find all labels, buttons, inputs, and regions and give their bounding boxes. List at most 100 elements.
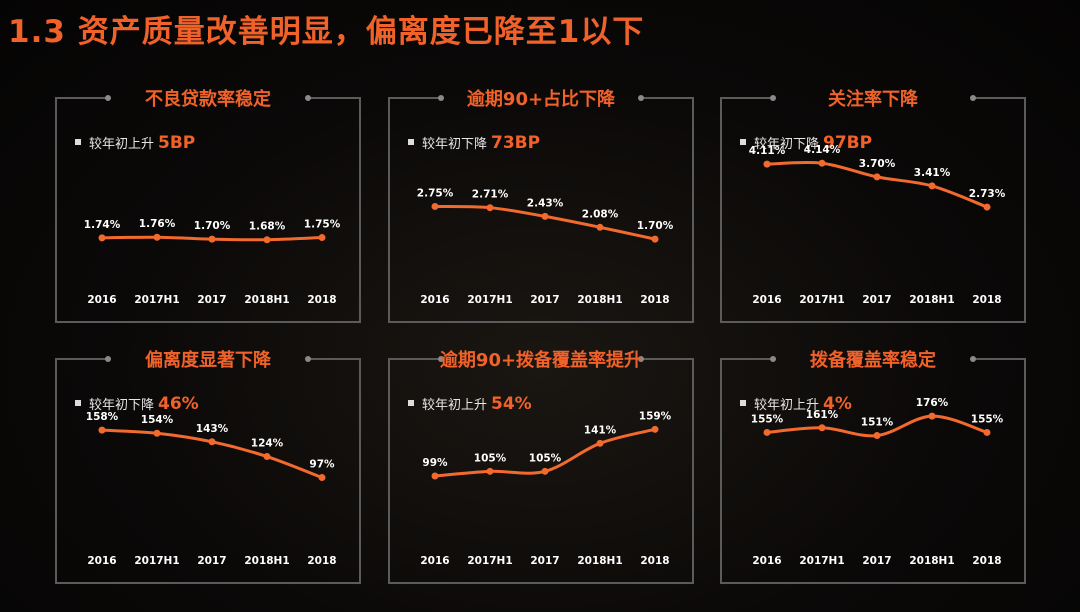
x-tick-label: 2016 [752,294,781,306]
data-label: 99% [422,457,448,469]
x-tick-label: 2016 [87,294,116,306]
chart-title: 关注率下降 [828,89,918,110]
data-point [818,424,826,432]
bullet-icon [740,139,746,145]
data-point [651,425,659,433]
x-tick-label: 2017 [862,294,891,306]
x-tick-label: 2017H1 [134,555,179,567]
series-line [434,204,656,241]
chart-panel-special-mention: 关注率下降 较年初下降 97BP 4.11% 2016 4.14% 2017H1 3.7… [720,89,1026,323]
data-label: 141% [584,424,617,436]
x-tick-label: 2017H1 [134,294,179,306]
data-point [596,223,604,231]
data-point [763,160,771,168]
data-point [153,233,161,241]
data-label: 1.74% [84,219,121,231]
data-point [153,429,161,437]
data-label: 158% [86,411,119,423]
data-point [431,202,439,210]
line-chart: 1.74% 2016 1.76% 2017H1 1.70% 2017 1.68% 2018H1… [84,218,341,306]
bullet-icon [740,400,746,406]
data-point [873,173,881,181]
bullet-icon [408,400,414,406]
chart-title: 逾期90+占比下降 [466,89,616,110]
data-label: 4.14% [804,144,841,156]
x-tick-label: 2018 [640,555,669,567]
x-tick-label: 2017 [862,555,891,567]
x-tick-label: 2018 [640,294,669,306]
data-point [983,428,991,436]
data-label: 105% [474,452,507,464]
chart-note: 较年初下降 46% [75,394,199,414]
line-chart: 155% 2016 161% 2017H1 151% 2017 176% 2018H1 155%… [751,397,1004,567]
bullet-icon [408,139,414,145]
chart-note: 较年初上升 5BP [75,133,195,153]
note-value: 46% [158,394,199,414]
chart-title: 不良贷款率稳定 [145,89,271,110]
data-point [318,234,326,242]
data-point [98,234,106,242]
note-label: 较年初下降 [89,398,155,413]
note-label: 较年初下降 [754,137,820,152]
data-label: 1.70% [637,220,674,232]
x-tick-label: 2018 [972,294,1001,306]
line-chart: 4.11% 2016 4.14% 2017H1 3.70% 2017 3.41% 2018H1… [749,144,1006,306]
data-label: 124% [251,438,284,450]
note-label: 较年初上升 [422,398,488,413]
data-point [651,235,659,243]
data-label: 143% [196,423,229,435]
data-point [818,159,826,167]
data-label: 161% [806,409,839,421]
data-label: 2.08% [582,208,619,220]
data-label: 2.71% [472,189,509,201]
x-tick-label: 2018H1 [577,294,622,306]
data-label: 4.11% [749,145,786,157]
data-label: 155% [971,413,1004,425]
data-point [263,236,271,244]
data-label: 105% [529,452,562,464]
x-tick-label: 2018 [307,555,336,567]
data-point [541,467,549,475]
data-point [873,432,881,440]
data-point [928,412,936,420]
data-point [263,453,271,461]
data-point [983,203,991,211]
bullet-icon [75,400,81,406]
data-point [98,426,106,434]
x-tick-label: 2017 [530,294,559,306]
data-point [318,474,326,482]
data-point [763,428,771,436]
note-value: 5BP [158,133,196,153]
note-label: 较年初上升 [754,398,820,413]
x-tick-label: 2017H1 [467,294,512,306]
x-tick-label: 2016 [420,555,449,567]
x-tick-label: 2017H1 [799,294,844,306]
slide-title: 1.3 资产质量改善明显，偏离度已降至1以下 [8,14,645,50]
chart-panel-npl: 不良贷款率稳定 较年初上升 5BP 1.74% 2016 1.76% 2017H1 1.… [55,89,361,323]
x-tick-label: 2017H1 [799,555,844,567]
x-tick-label: 2017H1 [467,555,512,567]
x-tick-label: 2017 [197,555,226,567]
chart-panel-deviation: 偏离度显著下降 较年初下降 46% 158% 2016 154% 2017H1 143%… [55,350,361,584]
chart-title: 拨备覆盖率稳定 [810,350,936,371]
data-label: 155% [751,413,784,425]
series-line [101,428,323,479]
line-chart: 158% 2016 154% 2017H1 143% 2017 124% 2018H1 97% 2… [86,411,337,567]
chart-note: 较年初上升 54% [408,394,532,414]
data-label: 2.73% [969,188,1006,200]
x-tick-label: 2016 [752,555,781,567]
note-label: 较年初上升 [89,137,155,152]
note-value: 73BP [491,133,541,153]
chart-title: 偏离度显著下降 [145,350,271,371]
chart-note: 较年初上升 4% [740,394,852,414]
x-tick-label: 2018 [307,294,336,306]
x-tick-label: 2017 [530,555,559,567]
bullet-icon [75,139,81,145]
data-label: 1.75% [304,219,341,231]
line-chart: 99% 2016 105% 2017H1 105% 2017 141% 2018H1 159% 2… [420,410,671,567]
chart-panel-overdue90: 逾期90+占比下降 较年初下降 73BP 2.75% 2016 2.71% 2017H… [388,89,694,323]
x-tick-label: 2017 [197,294,226,306]
data-point [486,467,494,475]
data-label: 1.68% [249,221,286,233]
note-label: 较年初下降 [422,137,488,152]
